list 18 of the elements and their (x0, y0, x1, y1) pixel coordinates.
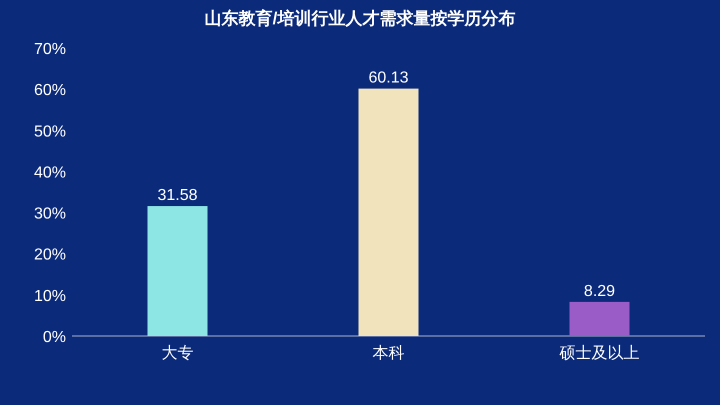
y-tick-label: 20% (34, 246, 66, 264)
bar (358, 88, 418, 336)
bar (570, 302, 630, 336)
y-tick-label: 60% (34, 82, 66, 100)
bar (148, 206, 208, 336)
x-tick-label: 大专 (162, 344, 194, 362)
data-label: 31.58 (157, 187, 198, 204)
y-tick-label: 30% (34, 206, 66, 223)
y-tick-label: 70% (34, 41, 66, 58)
x-tick-label: 本科 (372, 344, 404, 362)
y-tick-label: 10% (34, 288, 66, 305)
y-tick-label: 50% (34, 123, 66, 140)
y-tick-label: 40% (34, 164, 66, 182)
x-tick-label: 硕士及以上 (558, 344, 640, 362)
chart-title: 山东教育/培训行业人才需求量按学历分布 (204, 8, 516, 28)
data-label: 60.13 (368, 70, 409, 87)
y-tick-label: 0% (42, 329, 66, 346)
data-label: 8.29 (584, 282, 616, 300)
